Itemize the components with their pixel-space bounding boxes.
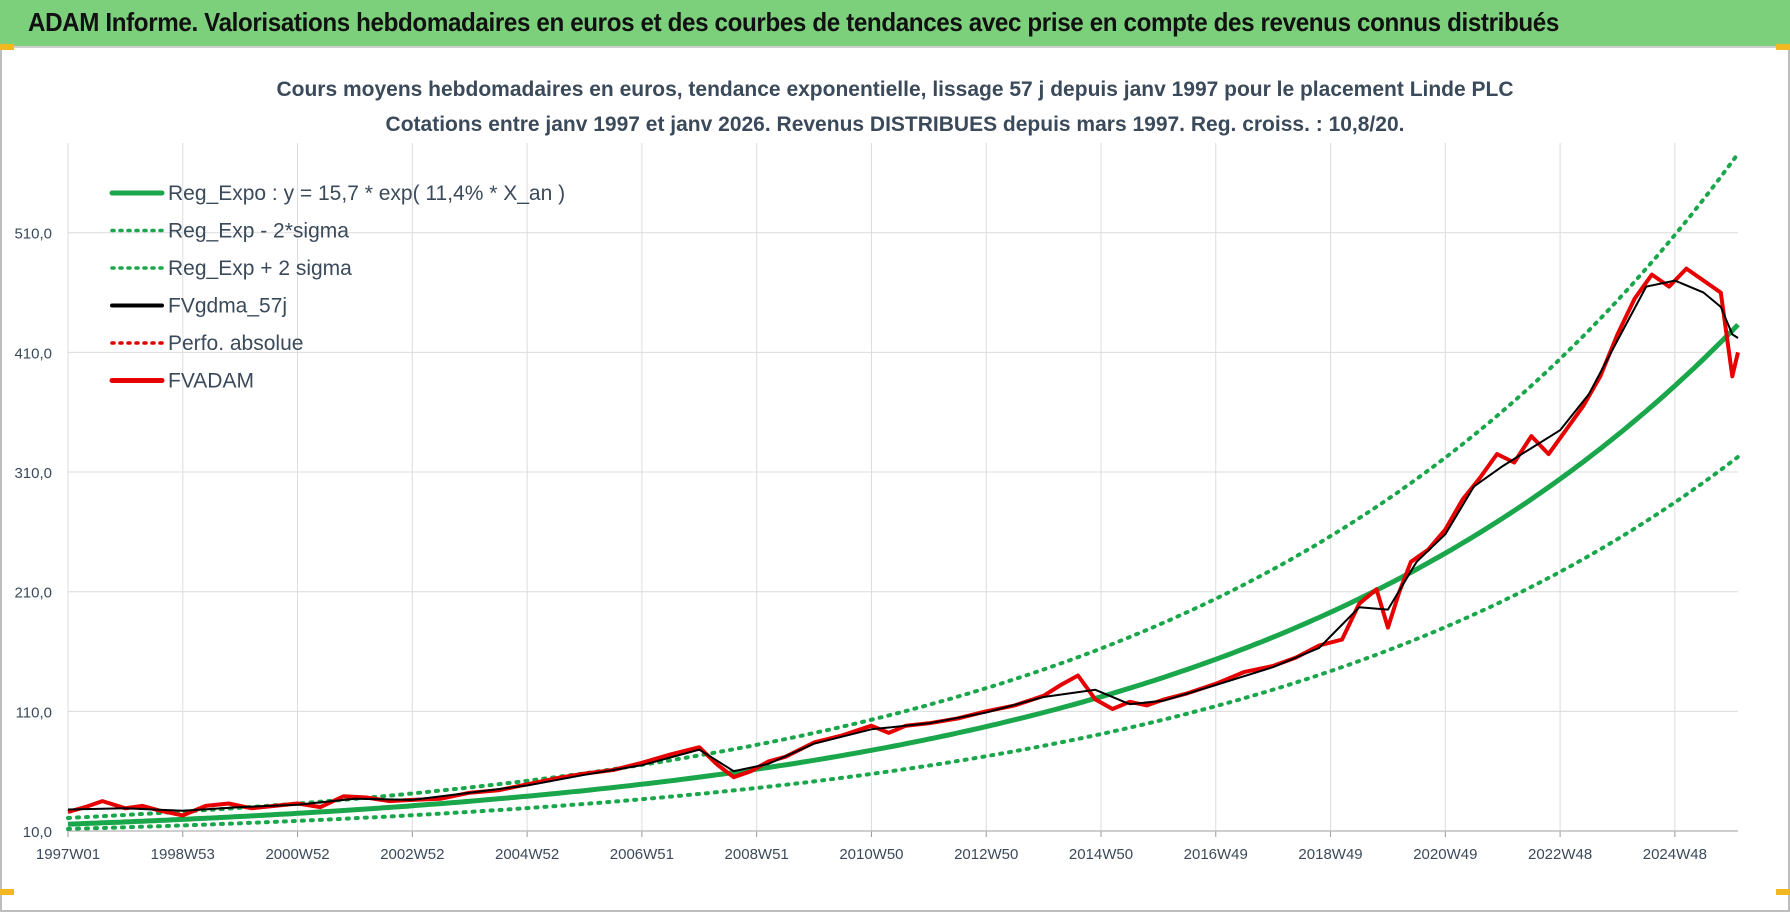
x-tick-label: 1997W01: [36, 846, 100, 863]
axes: 10,0 110,0 210,0 310,0 410,0 510,0 1997W01 1998…: [14, 226, 1738, 863]
series-reg-expo: [67, 322, 1740, 827]
x-tick-label: 2010W50: [839, 846, 903, 863]
legend-label: Reg_Expo : y = 15,7 * exp( 11,4% * X_an …: [168, 182, 565, 205]
chart-frame: [0, 48, 1790, 912]
banner-title: ADAM Informe. Valorisations hebdomadaire…: [28, 7, 1559, 37]
legend-label: FVADAM: [168, 370, 254, 393]
y-tick-label: 110,0: [16, 704, 52, 721]
x-tick-label: 2016W49: [1184, 846, 1248, 863]
x-tick-label: 2008W51: [725, 846, 789, 863]
y-tick-label: 10,0: [23, 824, 52, 841]
chart-title: Cours moyens hebdomadaires en euros, ten…: [276, 78, 1513, 101]
corner-marker: [0, 44, 14, 50]
x-tick-label: 2020W49: [1413, 846, 1477, 863]
legend-label: Perfo. absolue: [168, 332, 303, 355]
x-tick-label: 2000W52: [265, 846, 329, 863]
x-tick-label: 2014W50: [1069, 846, 1133, 863]
corner-marker: [0, 889, 14, 895]
legend-label: FVgdma_57j: [168, 295, 287, 318]
corner-marker: [1776, 44, 1790, 50]
grid: [67, 143, 1738, 832]
y-tick-label: 210,0: [14, 585, 52, 602]
x-tick-label: 2022W48: [1528, 846, 1592, 863]
chart-subtitle: Cotations entre janv 1997 et janv 2026. …: [386, 113, 1405, 136]
legend-label: Reg_Exp + 2 sigma: [168, 257, 352, 280]
y-tick-label: 510,0: [14, 226, 52, 243]
x-tick-label: 2002W52: [380, 846, 444, 863]
x-tick-label: 1998W53: [151, 846, 215, 863]
corner-marker: [1776, 889, 1790, 895]
series-fvadam: [67, 266, 1740, 818]
x-tick-label: 2012W50: [954, 846, 1018, 863]
series: [66, 151, 1740, 831]
series-fvgdma-57j: [67, 279, 1739, 812]
report-banner: ADAM Informe. Valorisations hebdomadaire…: [0, 0, 1790, 48]
y-tick-label: 310,0: [14, 465, 52, 482]
y-tick-label: 410,0: [14, 345, 52, 362]
x-tick-label: 2006W51: [610, 846, 674, 863]
legend-label: Reg_Exp - 2*sigma: [168, 220, 349, 243]
legend: Reg_Expo : y = 15,7 * exp( 11,4% * X_an …: [109, 182, 565, 393]
x-tick-label: 2004W52: [495, 846, 559, 863]
series-reg-exp-plus-2sigma: [66, 151, 1740, 820]
x-tick-label: 2018W49: [1298, 846, 1362, 863]
x-tick-label: 2024W48: [1643, 846, 1707, 863]
series-reg-exp-minus-2sigma: [66, 454, 1740, 831]
